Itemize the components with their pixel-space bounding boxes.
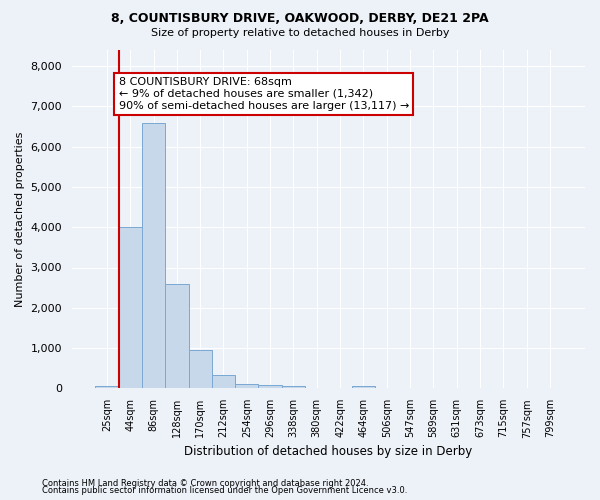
Text: 8, COUNTISBURY DRIVE, OAKWOOD, DERBY, DE21 2PA: 8, COUNTISBURY DRIVE, OAKWOOD, DERBY, DE… [111,12,489,26]
Bar [282,386,305,388]
Bar [235,384,259,388]
Bar [142,122,165,388]
Bar [352,386,375,388]
Y-axis label: Number of detached properties: Number of detached properties [15,132,25,307]
Bar [165,284,188,389]
Text: Contains public sector information licensed under the Open Government Licence v3: Contains public sector information licen… [42,486,407,495]
Bar [212,376,235,388]
Text: 8 COUNTISBURY DRIVE: 68sqm
← 9% of detached houses are smaller (1,342)
90% of se: 8 COUNTISBURY DRIVE: 68sqm ← 9% of detac… [119,78,409,110]
Bar [95,386,119,388]
Bar [188,350,212,389]
Text: Size of property relative to detached houses in Derby: Size of property relative to detached ho… [151,28,449,38]
Bar [259,384,282,388]
Bar [119,227,142,388]
Text: Contains HM Land Registry data © Crown copyright and database right 2024.: Contains HM Land Registry data © Crown c… [42,478,368,488]
X-axis label: Distribution of detached houses by size in Derby: Distribution of detached houses by size … [184,444,473,458]
